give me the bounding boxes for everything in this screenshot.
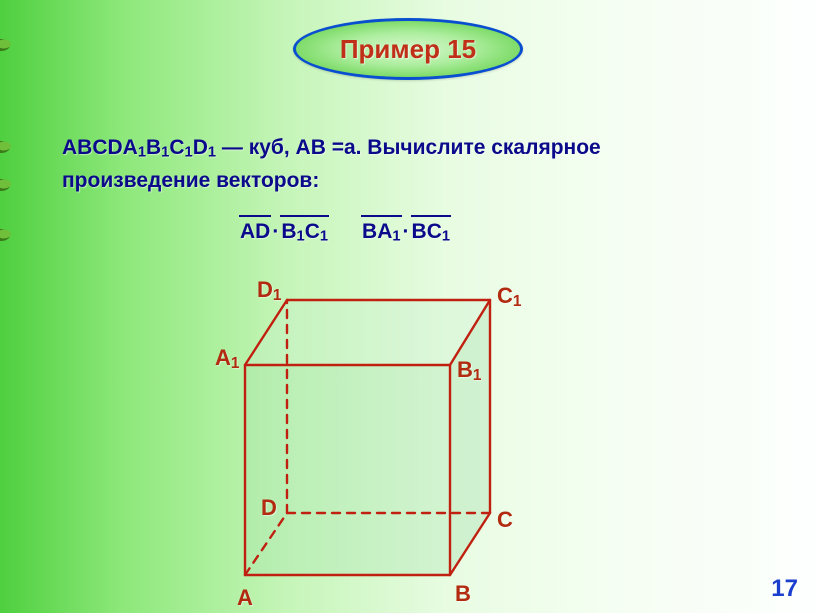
formula-1: AD·B1C1 (240, 220, 328, 245)
formula-2: BA1·BC1 (362, 220, 450, 245)
cube-diagram: A B C D A1 B1 C1 D1 (205, 265, 525, 595)
page-number: 17 (771, 575, 798, 603)
label-C: C (497, 507, 513, 533)
bullet-2 (0, 140, 16, 154)
task-line-1: ABCDA1B1C1D1 — куб, АВ =а. Вычислите ска… (62, 136, 601, 159)
bullet-3 (0, 178, 16, 192)
title-badge: Пример 15 (293, 18, 523, 80)
label-B1: B1 (457, 357, 481, 385)
label-D: D (261, 495, 277, 521)
title-text: Пример 15 (340, 34, 476, 65)
label-B: B (455, 581, 471, 607)
label-D1: D1 (257, 277, 281, 305)
label-A1: A1 (215, 345, 239, 373)
label-C1: C1 (497, 283, 521, 311)
cube-svg (205, 265, 525, 595)
bullet-1 (0, 38, 16, 52)
label-A: A (237, 585, 253, 611)
formula-row: AD·B1C1 BA1·BC1 (240, 220, 450, 245)
task-line-2: произведение векторов: (62, 169, 319, 192)
task-text: ABCDA1B1C1D1 — куб, АВ =а. Вычислите ска… (62, 132, 752, 197)
bullet-4 (0, 228, 16, 242)
